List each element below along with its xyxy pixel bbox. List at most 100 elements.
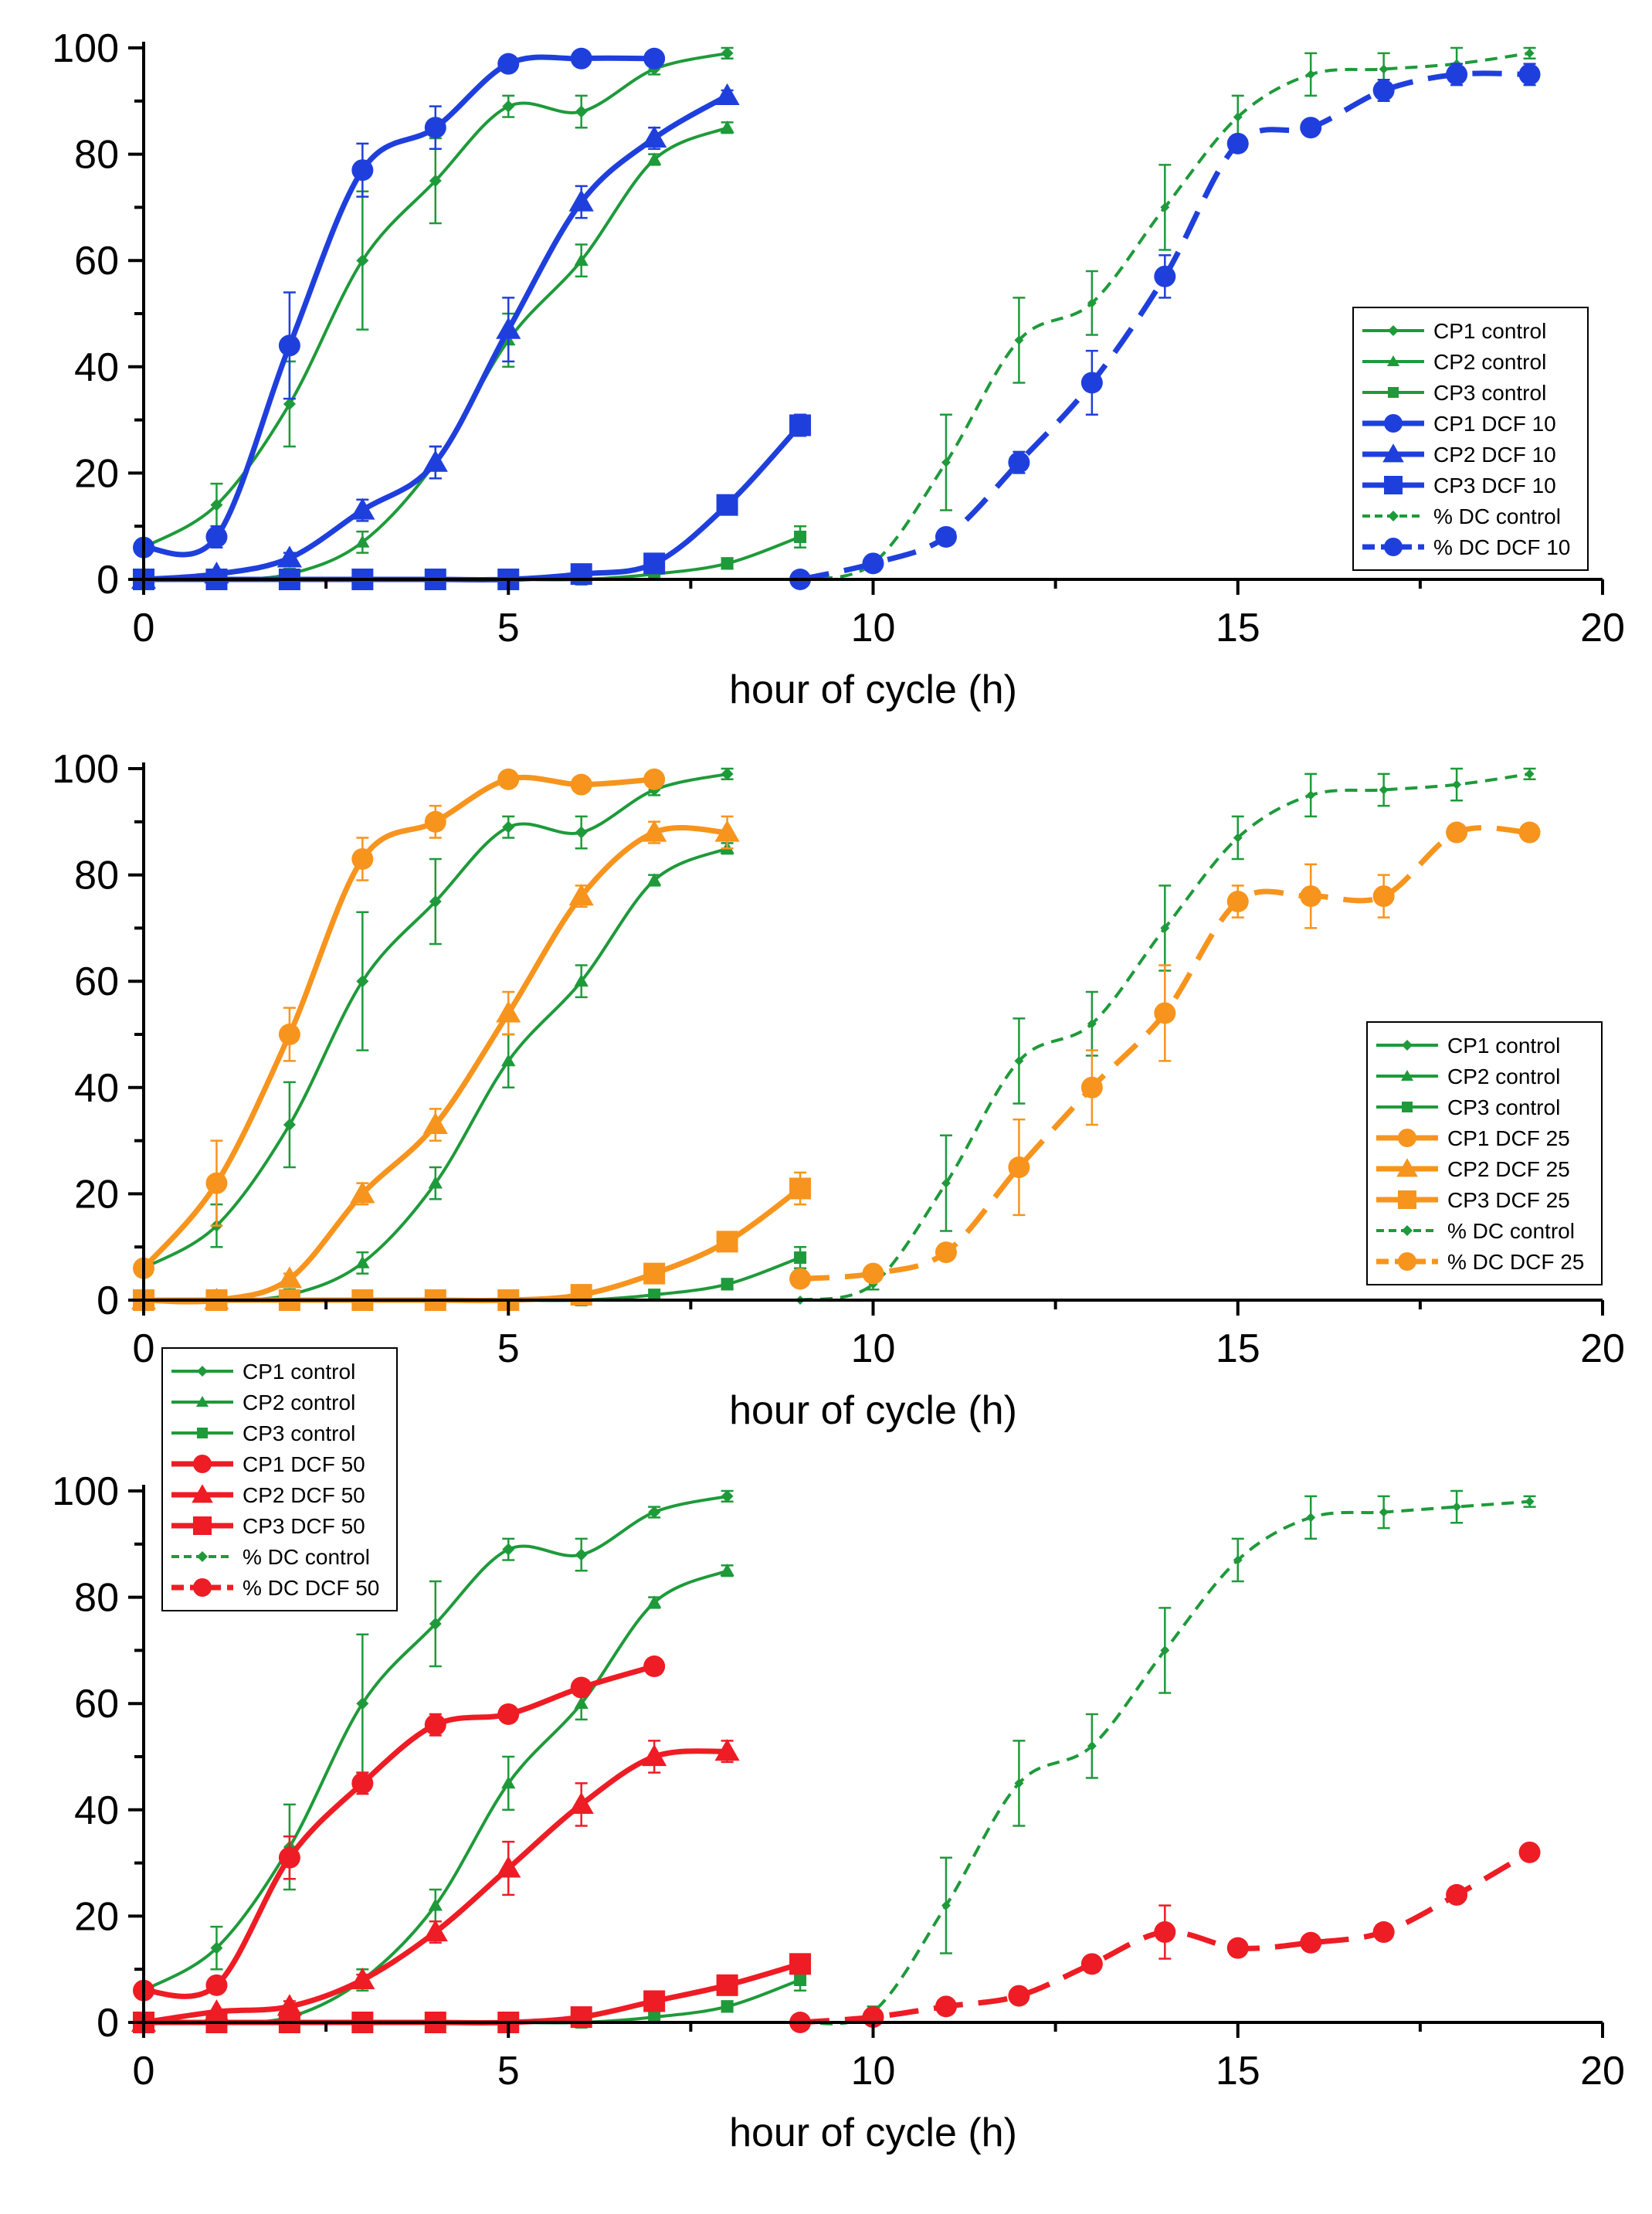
data-point — [575, 105, 588, 118]
data-point — [570, 1676, 592, 1699]
y-tick-label: 40 — [74, 1066, 119, 1111]
legend-label-cp3-dcf-10: CP3 DCF 10 — [1433, 474, 1556, 497]
data-point — [502, 100, 515, 113]
data-point — [350, 1967, 375, 1990]
data-point — [497, 768, 520, 790]
y-tick-label: 100 — [52, 26, 119, 71]
series-line-pct-dc-control — [799, 772, 1530, 1302]
legend-marker — [197, 1366, 208, 1377]
x-tick-label: 20 — [1580, 1326, 1625, 1371]
data-point — [716, 1231, 738, 1253]
data-point — [422, 1112, 448, 1135]
x-tick-label: 20 — [1580, 2049, 1625, 2093]
legend-label-cp2-control: CP2 control — [1447, 1065, 1560, 1088]
series-line-cp1-dcf-50 — [143, 1663, 656, 1999]
data-point — [1233, 1555, 1243, 1565]
legend-marker — [1388, 325, 1399, 336]
legend-label-cp1-control: CP1 control — [1447, 1034, 1560, 1058]
y-tick-label: 100 — [52, 1469, 119, 1514]
chart-panel-3: 0 5 10 15 20 0 20 40 60 80 100 hour of cycle (h) CP1… — [52, 1347, 1625, 2155]
y-tick-label: 40 — [74, 345, 119, 390]
data-point — [1379, 1507, 1389, 1517]
data-point — [428, 1898, 443, 1911]
legend-marker — [1382, 443, 1404, 463]
data-point — [721, 2000, 734, 2013]
legend-marker — [1384, 414, 1403, 433]
legend-label-cp1-control: CP1 control — [243, 1360, 355, 1384]
data-point — [643, 1262, 666, 1285]
data-point — [789, 414, 812, 436]
x-tick-label: 5 — [497, 606, 520, 650]
series-cp1-dcf-25 — [133, 768, 666, 1279]
series-line-cp3-control — [144, 1978, 801, 2025]
x-axis-label: hour of cycle (h) — [729, 1388, 1017, 1433]
data-point — [1154, 265, 1176, 287]
legend-label-pct-dc-control: % DC control — [243, 1545, 370, 1569]
data-point — [646, 1595, 662, 1608]
data-point — [210, 1941, 223, 1954]
data-point — [501, 1054, 516, 1067]
data-point — [1160, 1645, 1170, 1655]
data-point — [1525, 1496, 1535, 1506]
data-point — [429, 1618, 442, 1630]
series-pct-dc-dcf-25 — [789, 821, 1541, 1290]
legend-label-cp2-dcf-50: CP2 DCF 50 — [243, 1483, 365, 1507]
legend-marker — [1398, 1190, 1416, 1209]
data-point — [1087, 298, 1097, 308]
data-point — [351, 1772, 374, 1795]
y-tick-label: 60 — [74, 1682, 119, 1727]
x-tick-label: 15 — [1216, 606, 1260, 650]
data-point — [941, 457, 951, 467]
series-cp1-dcf-10 — [133, 47, 666, 559]
series-cp1-control — [137, 767, 734, 1275]
data-point — [646, 152, 662, 165]
x-tick-label: 20 — [1580, 606, 1625, 650]
data-point — [424, 1713, 446, 1736]
data-point — [643, 552, 666, 575]
y-tick-label: 20 — [74, 1894, 119, 1939]
data-point — [424, 810, 446, 833]
series-line-cp3-control — [144, 535, 801, 582]
data-point — [351, 847, 374, 870]
y-tick-label: 80 — [74, 133, 119, 178]
data-point — [1518, 1841, 1541, 1863]
data-point — [574, 1696, 589, 1710]
data-point — [643, 768, 666, 790]
data-point — [276, 545, 302, 568]
data-point — [1446, 821, 1468, 844]
data-point — [1008, 1985, 1030, 2007]
data-point — [1154, 1002, 1176, 1024]
data-point — [496, 1856, 521, 1878]
data-point — [575, 826, 588, 839]
data-point — [1372, 80, 1395, 102]
data-point — [1452, 779, 1462, 790]
y-tick-label: 80 — [74, 854, 119, 898]
data-point — [648, 1289, 661, 1302]
data-point — [714, 83, 740, 105]
legend-label-cp3-dcf-25: CP3 DCF 25 — [1447, 1188, 1570, 1212]
x-axis-label: hour of cycle (h) — [729, 667, 1017, 712]
data-point — [1233, 833, 1243, 843]
data-point — [501, 1776, 516, 1789]
series-line-cp1-dcf-10 — [143, 54, 655, 558]
series-line-cp1-control — [142, 1494, 728, 1992]
series-pct-dc-dcf-10 — [789, 63, 1541, 590]
data-point — [716, 494, 738, 516]
y-tick-label: 40 — [74, 1788, 119, 1833]
data-point — [642, 1744, 667, 1767]
data-point — [356, 975, 369, 988]
data-point — [205, 525, 228, 548]
legend-label-cp1-dcf-25: CP1 DCF 25 — [1447, 1126, 1570, 1150]
data-point — [1306, 1513, 1316, 1523]
data-point — [276, 1994, 302, 2016]
data-point — [1080, 1953, 1103, 1975]
data-point — [721, 1278, 734, 1291]
legend-label-cp3-control: CP3 control — [243, 1421, 355, 1445]
data-point — [648, 2011, 661, 2024]
data-point — [1446, 63, 1468, 86]
data-point — [1372, 885, 1395, 908]
y-tick-label: 100 — [52, 747, 119, 792]
series-line-cp1-control — [142, 772, 728, 1270]
legend-marker — [197, 1428, 208, 1438]
legend: CP1 control CP2 control CP3 control CP1 DCF… — [1352, 307, 1589, 571]
